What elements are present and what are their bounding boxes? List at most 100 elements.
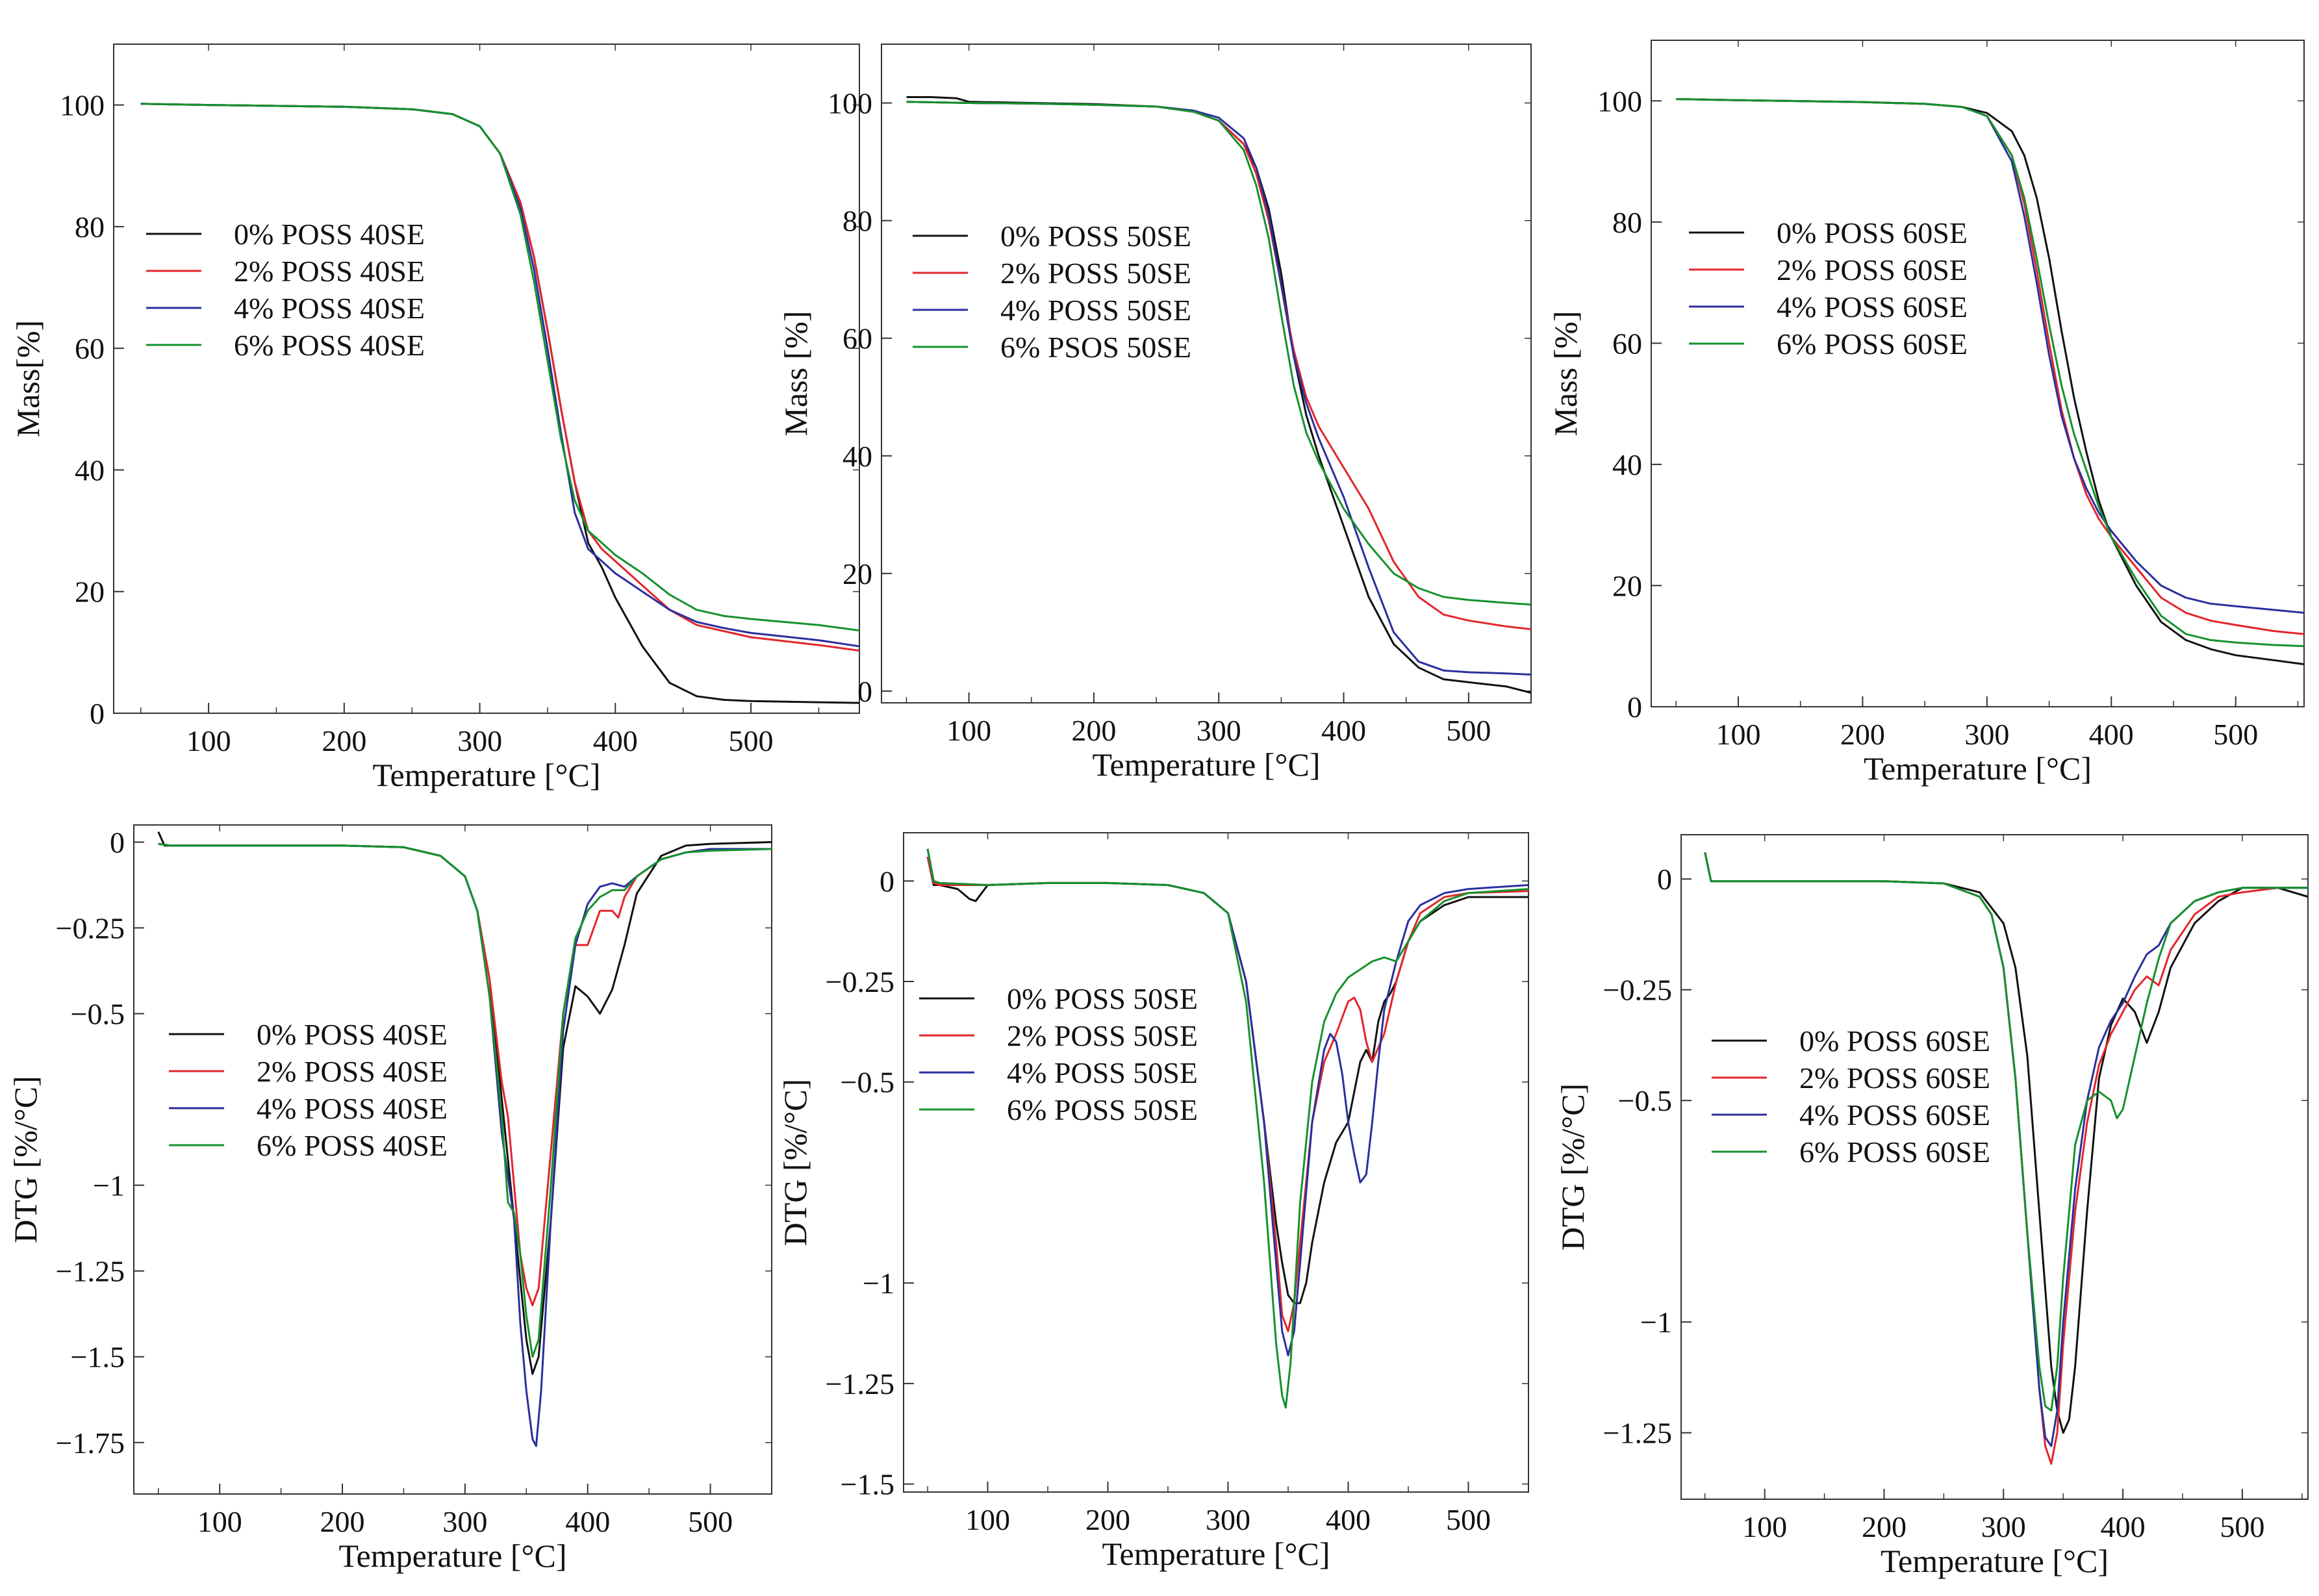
y-axis-label: Mass[%] (10, 320, 46, 438)
x-tick-label: 200 (320, 1505, 365, 1538)
y-tick-label: 0 (90, 697, 105, 730)
series-line-2 (158, 842, 772, 1447)
x-tick-label: 500 (2220, 1510, 2264, 1543)
series-line-3 (1676, 98, 2304, 648)
y-axis-label: Mass [%] (778, 310, 814, 436)
y-tick-label: 0 (110, 826, 125, 859)
legend-label: 6% PSOS 50SE (1000, 331, 1191, 364)
y-tick-label: 0 (1657, 863, 1672, 896)
x-tick-label: 300 (1197, 714, 1241, 747)
legend-label: 2% POSS 50SE (1007, 1019, 1198, 1052)
y-tick-label: 20 (75, 576, 105, 609)
y-tick-label: 80 (75, 210, 105, 244)
series-line-3 (158, 842, 772, 1358)
series-line-2 (1676, 98, 2304, 614)
x-tick-label: 500 (1446, 1503, 1491, 1536)
series-line-2 (1704, 852, 2308, 1447)
x-tick-label: 300 (457, 724, 502, 757)
y-axis-label: DTG [%/°C] (1554, 1083, 1591, 1250)
x-tick-label: 200 (322, 724, 366, 757)
legend-label: 2% POSS 60SE (1777, 253, 1968, 286)
series-line-3 (1704, 852, 2308, 1412)
legend-label: 6% POSS 40SE (257, 1129, 448, 1162)
y-tick-label: 80 (843, 205, 872, 238)
plot-frame (881, 44, 1532, 703)
x-tick-label: 300 (442, 1505, 487, 1538)
y-tick-label: −1 (93, 1169, 125, 1202)
series-line-3 (906, 101, 1531, 606)
y-tick-label: 100 (828, 87, 872, 120)
legend-label: 0% POSS 50SE (1000, 220, 1191, 253)
y-tick-label: 60 (1612, 327, 1642, 360)
y-tick-label: 40 (75, 453, 105, 487)
x-tick-label: 100 (1742, 1510, 1787, 1543)
legend-label: 0% POSS 60SE (1777, 216, 1968, 249)
series-line-0 (906, 96, 1531, 694)
series-line-0 (1704, 852, 2308, 1434)
y-tick-label: 60 (75, 332, 105, 365)
series-line-0 (1676, 98, 2304, 666)
x-tick-label: 500 (729, 724, 774, 757)
legend-label: 4% POSS 40SE (234, 292, 425, 325)
chart-tga-40: 100 200 300 400 500 0 20 40 60 80 100 Temperature [… (10, 44, 860, 793)
y-tick-label: −0.5 (71, 998, 125, 1031)
legend-label: 6% POSS 60SE (1777, 327, 1968, 361)
x-tick-label: 400 (1326, 1503, 1371, 1536)
y-tick-label: −0.25 (826, 965, 894, 998)
series-line-0 (140, 103, 859, 704)
y-tick-label: −1 (1640, 1306, 1672, 1339)
series-line-1 (158, 842, 772, 1306)
legend-label: 0% POSS 50SE (1007, 982, 1198, 1015)
legend-label: 4% POSS 40SE (257, 1092, 448, 1125)
y-tick-label: 20 (843, 557, 872, 590)
y-tick-label: −1.25 (56, 1255, 125, 1288)
legend-label: 2% POSS 40SE (257, 1055, 448, 1088)
y-tick-label: 100 (1597, 84, 1642, 118)
y-tick-label: −1.25 (1603, 1417, 1672, 1450)
y-tick-label: −1.75 (56, 1426, 125, 1460)
plot-frame (1680, 834, 2309, 1500)
series-line-0 (157, 831, 772, 1375)
y-tick-label: 40 (843, 440, 872, 473)
y-tick-label: 100 (60, 89, 105, 122)
series-line-2 (140, 103, 859, 648)
y-axis-label: DTG [%/°C] (7, 1076, 44, 1243)
x-tick-label: 200 (1862, 1510, 1907, 1543)
series-line-1 (1704, 852, 2308, 1465)
plot-frame (1651, 40, 2305, 707)
chart-dtg-60: 100 200 300 400 500 0 −0.25 −0.5 −1 −1.25 Temperat… (1554, 834, 2309, 1579)
legend-label: 4% POSS 50SE (1000, 294, 1191, 327)
legend-label: 6% POSS 60SE (1799, 1135, 1990, 1169)
x-tick-label: 100 (1716, 718, 1761, 751)
y-axis-label: Mass [%] (1547, 310, 1584, 436)
y-tick-label: −0.25 (1603, 974, 1672, 1007)
y-tick-label: 40 (1612, 448, 1642, 481)
series-line-2 (906, 101, 1531, 676)
series-line-3 (140, 103, 859, 632)
x-axis-label: Temperature [°C] (1864, 750, 2092, 787)
x-tick-label: 500 (2213, 718, 2258, 751)
chart-dtg-50: 100 200 300 400 500 0 −0.25 −0.5 −1 −1.25 −1.5 Temp… (777, 832, 1529, 1572)
x-tick-label: 400 (2101, 1510, 2146, 1543)
chart-tga-50: 100 200 300 400 500 0 20 40 60 80 100 Temperature [… (778, 44, 1532, 783)
legend-label: 0% POSS 40SE (234, 218, 425, 251)
series-line-3 (926, 848, 1528, 1409)
x-tick-label: 500 (1446, 714, 1491, 747)
x-tick-label: 100 (197, 1505, 242, 1538)
legend-label: 2% POSS 40SE (234, 255, 425, 288)
x-axis-label: Temperature [°C] (1881, 1543, 2109, 1579)
y-tick-label: −1.25 (826, 1367, 894, 1400)
x-axis-label: Temperature [°C] (372, 757, 600, 793)
y-tick-label: −0.25 (56, 911, 125, 944)
y-tick-label: 20 (1612, 569, 1642, 602)
legend-label: 4% POSS 60SE (1777, 290, 1968, 323)
x-tick-label: 100 (965, 1503, 1010, 1536)
x-axis-label: Temperature [°C] (1092, 746, 1320, 783)
legend-label: 2% POSS 50SE (1000, 257, 1191, 290)
chart-tga-60: 100 200 300 400 500 0 20 40 60 80 100 Temperature [… (1547, 40, 2305, 787)
chart-dtg-40: 100 200 300 400 500 0 −0.25 −0.5 −1 −1.25 −1.5 −1.7… (7, 824, 772, 1574)
x-tick-label: 400 (565, 1505, 610, 1538)
legend-label: 4% POSS 60SE (1799, 1098, 1990, 1132)
y-tick-label: 0 (857, 675, 872, 708)
